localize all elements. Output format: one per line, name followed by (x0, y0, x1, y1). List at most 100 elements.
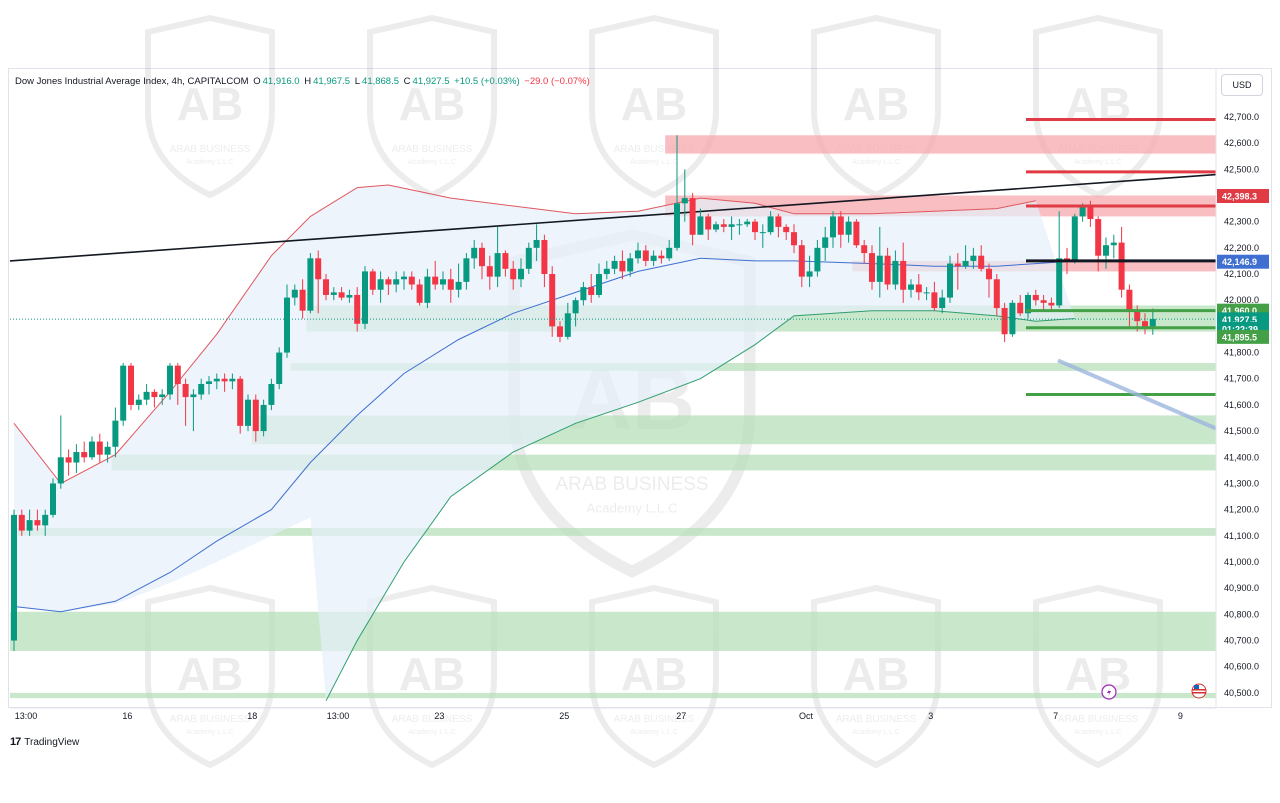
candle[interactable] (307, 253, 314, 314)
candle[interactable] (1071, 213, 1078, 264)
candle[interactable] (674, 135, 680, 251)
candle[interactable] (580, 281, 587, 306)
candle[interactable] (1001, 302, 1008, 343)
candle[interactable] (479, 242, 485, 280)
candle[interactable] (861, 239, 868, 264)
candle[interactable] (393, 271, 400, 293)
candle[interactable] (845, 216, 852, 243)
candle[interactable] (588, 274, 595, 303)
candle[interactable] (1110, 234, 1117, 259)
candle[interactable] (1025, 292, 1031, 319)
candle[interactable] (89, 436, 95, 460)
candle[interactable] (377, 271, 384, 303)
candle[interactable] (268, 378, 275, 411)
candle[interactable] (73, 444, 80, 473)
candle[interactable] (182, 378, 189, 426)
candle[interactable] (619, 250, 626, 280)
candle[interactable] (853, 219, 860, 248)
candle[interactable] (931, 281, 938, 311)
candle[interactable] (424, 268, 431, 309)
candle[interactable] (822, 226, 829, 261)
candle[interactable] (611, 255, 618, 275)
candle[interactable] (783, 224, 790, 240)
candle[interactable] (705, 213, 712, 240)
candle[interactable] (190, 389, 197, 432)
candle[interactable] (947, 255, 953, 303)
candle[interactable] (143, 383, 150, 405)
candle[interactable] (354, 287, 361, 332)
candle[interactable] (596, 263, 602, 298)
candle[interactable] (689, 192, 696, 246)
candle[interactable] (876, 226, 883, 298)
candle[interactable] (954, 253, 961, 290)
candle[interactable] (986, 263, 992, 298)
candle[interactable] (206, 376, 212, 395)
candle[interactable] (416, 279, 423, 306)
candle[interactable] (1142, 313, 1148, 335)
candle[interactable] (1103, 237, 1109, 269)
candle[interactable] (135, 394, 142, 411)
candle[interactable] (923, 287, 930, 301)
candle[interactable] (432, 260, 439, 290)
candle[interactable] (338, 287, 345, 301)
candle[interactable] (713, 221, 719, 233)
candle[interactable] (1017, 294, 1024, 316)
candle[interactable] (830, 211, 836, 248)
candle[interactable] (642, 245, 649, 267)
candle[interactable] (1149, 308, 1156, 335)
candle[interactable] (767, 211, 774, 235)
candle[interactable] (42, 509, 49, 536)
candle[interactable] (213, 373, 220, 390)
candle[interactable] (798, 239, 805, 288)
candle[interactable] (26, 509, 33, 536)
candle[interactable] (900, 242, 907, 303)
candle[interactable] (970, 247, 977, 269)
candle[interactable] (18, 509, 25, 536)
candle[interactable] (315, 250, 322, 314)
candle[interactable] (198, 378, 205, 400)
tradingview-logo[interactable]: 17 TradingView (10, 736, 79, 748)
candle[interactable] (658, 250, 665, 264)
us-flag-icon[interactable] (1191, 683, 1207, 699)
candle[interactable] (666, 239, 673, 261)
candle[interactable] (245, 394, 251, 432)
candle[interactable] (494, 226, 501, 288)
candle[interactable] (440, 271, 446, 290)
candle[interactable] (564, 302, 571, 340)
candle[interactable] (167, 363, 173, 400)
candle[interactable] (720, 219, 727, 233)
candle[interactable] (1048, 297, 1055, 311)
candle[interactable] (447, 268, 454, 303)
currency-selector[interactable]: USD (1221, 74, 1263, 96)
candle[interactable] (174, 363, 181, 405)
candle[interactable] (533, 224, 540, 261)
candle[interactable] (650, 250, 657, 267)
candle[interactable] (1032, 289, 1039, 306)
candle[interactable] (837, 211, 844, 248)
candle[interactable] (81, 441, 88, 463)
candle[interactable] (463, 253, 470, 290)
candle[interactable] (159, 389, 166, 405)
candle[interactable] (759, 224, 766, 248)
candle[interactable] (681, 169, 688, 222)
candle[interactable] (728, 216, 735, 240)
candle[interactable] (323, 274, 329, 301)
candle[interactable] (806, 255, 813, 288)
candle[interactable] (603, 260, 610, 280)
candle[interactable] (330, 287, 337, 301)
candle[interactable] (518, 258, 524, 288)
candle[interactable] (736, 219, 743, 235)
candle[interactable] (260, 399, 267, 437)
candle[interactable] (151, 389, 158, 408)
lightning-icon[interactable] (1101, 684, 1117, 700)
candle[interactable] (549, 266, 556, 337)
candle[interactable] (627, 253, 634, 277)
candle[interactable] (128, 363, 134, 411)
candle[interactable] (96, 433, 103, 463)
candle[interactable] (284, 284, 290, 358)
candle[interactable] (346, 289, 353, 303)
candle[interactable] (455, 263, 462, 298)
candle[interactable] (237, 376, 244, 434)
candle[interactable] (915, 274, 922, 301)
